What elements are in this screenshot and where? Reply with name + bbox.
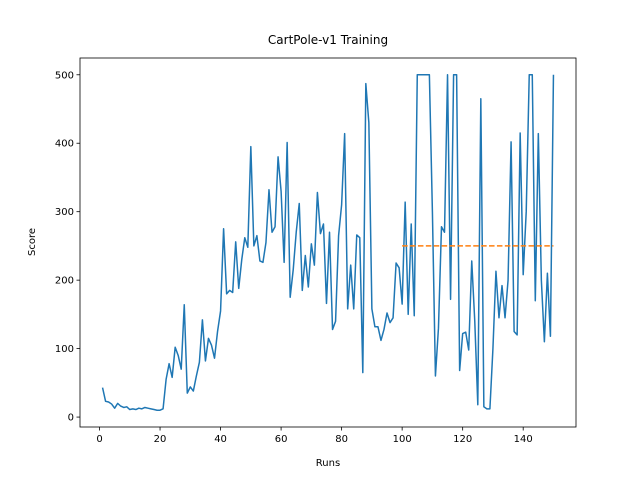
x-tick-label: 60 xyxy=(275,434,288,445)
x-tick-label: 20 xyxy=(154,434,167,445)
x-tick-label: 120 xyxy=(453,434,472,445)
plot-frame xyxy=(79,57,577,428)
data-line xyxy=(101,74,555,411)
y-tick-label: 400 xyxy=(55,139,74,150)
chart-title: CartPole-v1 Training xyxy=(268,33,388,47)
x-tick-label: 100 xyxy=(393,434,412,445)
y-tick-label: 500 xyxy=(55,70,74,81)
y-tick-label: 200 xyxy=(55,276,74,287)
x-tick-label: 140 xyxy=(514,434,533,445)
y-tick-label: 100 xyxy=(55,344,74,355)
y-tick-label: 0 xyxy=(68,413,74,424)
x-tick-label: 80 xyxy=(335,434,348,445)
x-axis-label: Runs xyxy=(316,458,340,469)
x-tick-label: 0 xyxy=(96,434,102,445)
x-tick-label: 40 xyxy=(214,434,227,445)
y-tick-label: 300 xyxy=(55,207,74,218)
y-axis-label: Score xyxy=(27,228,38,256)
